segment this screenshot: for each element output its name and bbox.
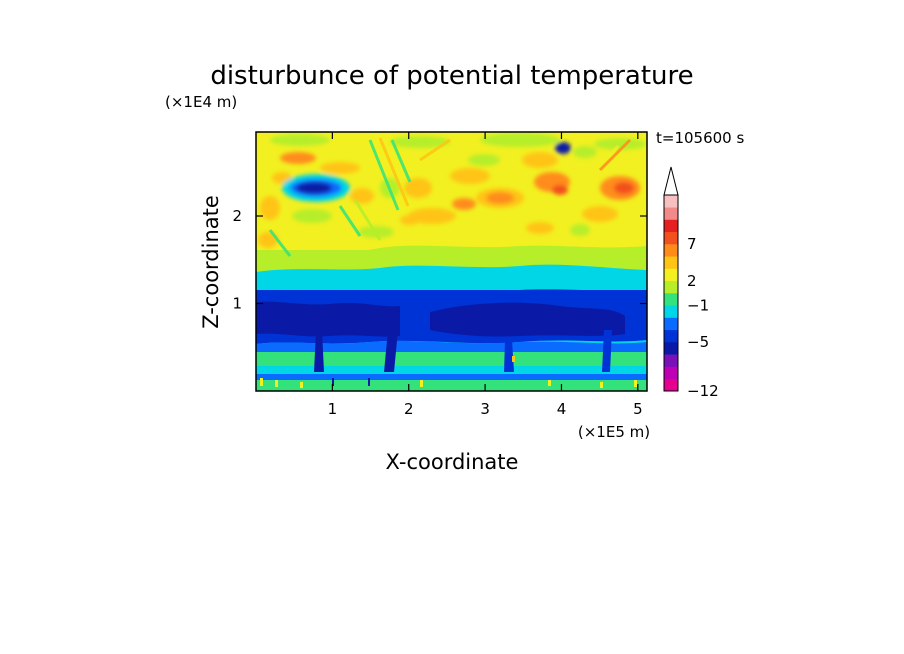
- lower-green-band: [256, 348, 647, 368]
- colorbar-swatch: [664, 342, 678, 355]
- y-axis-label: Z-coordinate: [199, 195, 223, 329]
- x-axis-label: X-coordinate: [386, 450, 519, 474]
- plume-2: [384, 330, 398, 372]
- colorbar-label: −12: [687, 382, 719, 400]
- surface-green-band: [256, 380, 647, 391]
- surface-cyan-band: [256, 366, 647, 376]
- colorbar-extend-arrow: [663, 166, 679, 196]
- colorbar-swatch: [664, 293, 678, 306]
- x-axis: 1 2 3 4 5: [328, 132, 643, 418]
- colorbar-swatch: [664, 268, 678, 282]
- colorbar-swatch: [664, 378, 678, 392]
- surface-speckles: [260, 356, 637, 388]
- y-axis: 12: [232, 207, 647, 313]
- chart-title: disturbunce of potential temperature: [210, 61, 693, 91]
- y-tick-label: 1: [232, 295, 242, 313]
- y-axis-unit: (×1E4 m): [165, 93, 237, 111]
- colorbar-swatch: [664, 195, 678, 208]
- colorbar-label: 7: [687, 235, 697, 253]
- x-tick-label: 1: [328, 400, 338, 418]
- dark-blue-right: [430, 302, 625, 337]
- colorbar-frame: [663, 194, 679, 392]
- colorbar-swatch: [664, 280, 678, 294]
- plume-1: [314, 330, 324, 372]
- blue-transition: [256, 340, 647, 352]
- colorbar-swatch: [664, 256, 678, 269]
- plume-4: [602, 330, 612, 372]
- x-tick-label: 5: [633, 400, 643, 418]
- colorbar-swatch: [664, 354, 678, 367]
- plot-frame: [255, 131, 648, 392]
- green-wave: [256, 245, 647, 272]
- colorbar-swatch: [664, 231, 678, 245]
- dark-blue-left: [256, 301, 400, 337]
- colorbar-swatch: [664, 366, 678, 380]
- colorbar-swatch: [664, 219, 678, 233]
- x-tick-label: 3: [480, 400, 490, 418]
- colorbar-swatch: [664, 207, 678, 220]
- y-tick-label: 2: [232, 207, 242, 225]
- colorbar-label: 2: [687, 272, 697, 290]
- x-tick-label: 2: [404, 400, 414, 418]
- colorbar-label: −5: [687, 333, 709, 351]
- wave-streaks: [268, 137, 632, 257]
- colorbar: −12−5−127: [663, 166, 719, 400]
- colorbar-swatch: [664, 317, 678, 331]
- surface-blue-band: [256, 374, 647, 382]
- colorbar-swatch: [664, 329, 678, 343]
- x-axis-unit: (×1E5 m): [578, 423, 650, 441]
- wave-blobs: [258, 133, 646, 248]
- contour-field: [256, 132, 647, 391]
- colorbar-swatch: [664, 305, 678, 318]
- colorbar-label: −1: [687, 296, 709, 314]
- plume-3: [504, 340, 514, 372]
- time-label: t=105600 s: [656, 129, 744, 147]
- colorbar-swatch: [664, 244, 678, 257]
- x-tick-label: 4: [557, 400, 567, 418]
